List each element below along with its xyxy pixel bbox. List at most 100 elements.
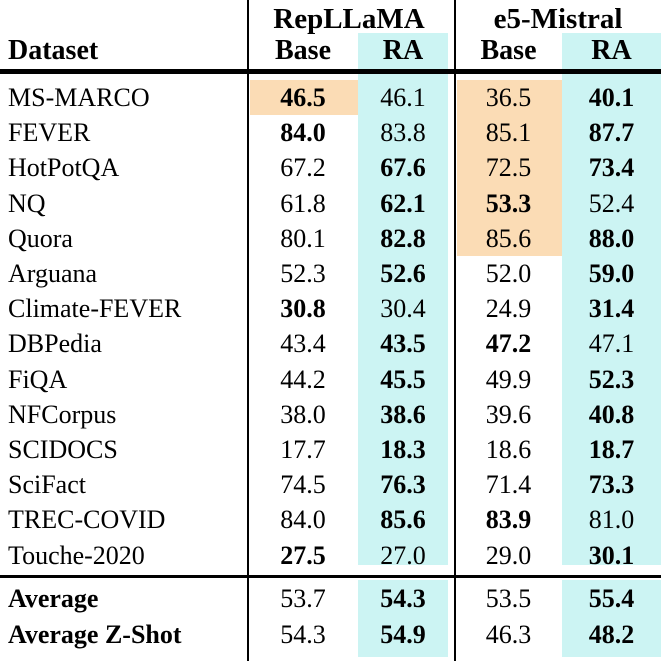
ra-column-band-e5-summary [562, 580, 661, 657]
header-rule [0, 69, 661, 74]
score-cell: 40.8 [588, 399, 635, 429]
dataset-name: Arguana [8, 259, 98, 288]
score-cell: 73.4 [588, 153, 635, 183]
score-cell: 52.3 [280, 259, 326, 288]
dataset-name: SCIDOCS [8, 435, 118, 464]
score-cell: 45.5 [380, 364, 426, 394]
score-cell: 40.1 [588, 83, 635, 112]
score-cell: 46.3 [485, 620, 532, 649]
score-cell: 30.1 [588, 540, 635, 570]
summary-row-average-z-shot: Average Z-Shot 54.3 54.9 46.3 48.2 [0, 617, 661, 653]
table-row: TREC-COVID 84.0 85.6 83.9 81.0 [0, 502, 661, 537]
score-cell: 88.0 [588, 223, 635, 253]
score-cell: 52.3 [588, 364, 635, 394]
dataset-name: SciFact [8, 470, 86, 500]
dataset-name: NQ [8, 188, 46, 218]
score-cell: 67.6 [380, 153, 426, 183]
score-cell: 73.3 [588, 470, 635, 500]
score-cell: 83.9 [485, 505, 532, 535]
vertical-rule-2 [454, 0, 456, 661]
dataset-name: HotPotQA [8, 153, 120, 183]
vertical-rule-1 [247, 0, 249, 661]
dataset-name: NFCorpus [8, 399, 117, 429]
score-cell: 17.7 [280, 435, 326, 464]
summary-rule [0, 575, 661, 578]
score-cell: 53.5 [485, 584, 532, 613]
score-cell: 30.4 [380, 294, 426, 324]
score-cell: 29.0 [485, 540, 532, 570]
dataset-name: Touche-2020 [8, 540, 145, 570]
score-cell: 74.5 [280, 470, 326, 500]
score-cell: 62.1 [380, 188, 426, 218]
score-cell: 49.9 [485, 364, 532, 394]
table-row: SciFact 74.5 76.3 71.4 73.3 [0, 467, 661, 502]
table-row: FiQA 44.2 45.5 49.9 52.3 [0, 362, 661, 397]
ra-column-band-repllama-summary [358, 580, 448, 657]
score-cell: 44.2 [280, 364, 326, 394]
column-header-base-repllama: Base [275, 35, 331, 66]
table-row: Touche-2020 27.5 27.0 29.0 30.1 [0, 538, 661, 573]
dataset-name: DBPedia [8, 329, 102, 359]
score-cell: 53.3 [485, 188, 532, 218]
score-cell: 54.3 [280, 620, 326, 649]
score-cell: 47.1 [588, 329, 635, 359]
summary-label: Average [8, 584, 99, 613]
score-cell: 24.9 [485, 294, 532, 324]
score-cell: 43.4 [280, 329, 326, 359]
score-cell: 53.7 [280, 584, 326, 613]
score-cell: 30.8 [280, 294, 326, 324]
score-cell: 81.0 [588, 505, 635, 535]
score-cell: 36.5 [485, 83, 532, 112]
ra-column-band-e5 [562, 33, 661, 565]
table-row: NQ 61.8 62.1 53.3 52.4 [0, 186, 661, 221]
dataset-name: Climate-FEVER [8, 294, 182, 324]
score-cell: 18.6 [485, 435, 532, 464]
score-cell: 72.5 [485, 153, 532, 183]
table-row: MS-MARCO 46.5 46.1 36.5 40.1 [0, 80, 661, 115]
score-cell: 59.0 [588, 259, 635, 288]
score-cell: 46.1 [380, 83, 426, 112]
base-highlight-band-e5 [457, 80, 562, 256]
score-cell: 38.6 [380, 399, 426, 429]
score-cell: 31.4 [588, 294, 635, 324]
ra-column-band-repllama [358, 33, 448, 565]
score-cell: 67.2 [280, 153, 326, 183]
score-cell: 54.3 [380, 584, 426, 613]
score-cell: 61.8 [280, 188, 326, 218]
score-cell: 76.3 [380, 470, 426, 500]
dataset-name: MS-MARCO [8, 83, 150, 112]
table-row: FEVER 84.0 83.8 85.1 87.7 [0, 115, 661, 150]
dataset-name: FEVER [8, 118, 91, 148]
summary-row-average: Average 53.7 54.3 53.5 55.4 [0, 581, 661, 617]
dataset-name: TREC-COVID [8, 505, 166, 535]
score-cell: 83.8 [380, 118, 426, 148]
group-header-e5-mistral: e5-Mistral [493, 3, 623, 35]
score-cell: 85.6 [380, 505, 426, 535]
score-cell: 47.2 [485, 329, 532, 359]
score-cell: 87.7 [588, 118, 635, 148]
column-header-base-e5: Base [480, 35, 537, 66]
score-cell: 85.1 [485, 118, 532, 148]
score-cell: 84.0 [280, 118, 326, 148]
score-cell: 39.6 [485, 399, 532, 429]
table-row: Quora 80.1 82.8 85.6 88.0 [0, 221, 661, 256]
dataset-name: Quora [8, 223, 73, 253]
score-cell: 43.5 [380, 329, 426, 359]
score-cell: 52.6 [380, 259, 426, 288]
score-cell: 80.1 [280, 223, 326, 253]
score-cell: 71.4 [485, 470, 532, 500]
table-row: DBPedia 43.4 43.5 47.2 47.1 [0, 326, 661, 361]
column-header-ra-e5: RA [591, 35, 632, 66]
score-cell: 82.8 [380, 223, 426, 253]
summary-label: Average Z-Shot [8, 620, 182, 649]
column-header-row: Dataset Base RA Base RA [0, 34, 661, 68]
score-cell: 48.2 [588, 620, 635, 649]
score-cell: 54.9 [380, 620, 426, 649]
score-cell: 52.0 [485, 259, 532, 288]
score-cell: 38.0 [280, 399, 326, 429]
base-highlight-cell-repllama [250, 80, 358, 115]
table-row: Arguana 52.3 52.6 52.0 59.0 [0, 256, 661, 291]
table-row: Climate-FEVER 30.8 30.4 24.9 31.4 [0, 291, 661, 326]
score-cell: 85.6 [485, 223, 532, 253]
